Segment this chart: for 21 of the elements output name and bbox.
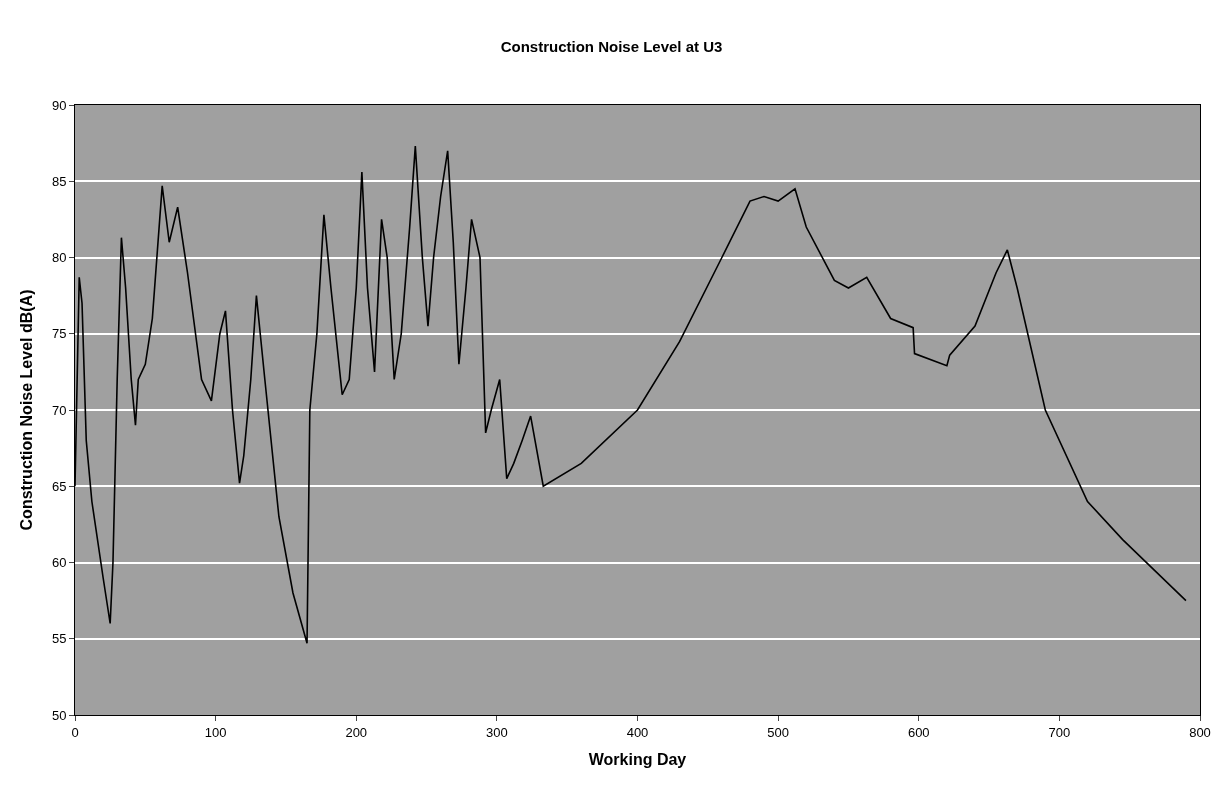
x-tick-label: 600 <box>907 724 930 740</box>
y-tick-label: 70 <box>51 402 67 418</box>
x-tick-label: 400 <box>626 724 649 740</box>
x-tick-label: 500 <box>767 724 789 740</box>
y-tick-label: 75 <box>51 326 67 342</box>
x-tick-label: 0 <box>71 724 79 740</box>
x-tick-label: 100 <box>204 724 227 740</box>
x-tick-label: 300 <box>486 724 508 740</box>
x-axis-title: Working Day <box>588 751 687 769</box>
chart-title: Construction Noise Level at U3 <box>500 38 723 56</box>
x-tick-label: 800 <box>1189 724 1211 740</box>
x-tick-label: 200 <box>345 724 368 740</box>
y-tick-label: 60 <box>51 555 67 571</box>
y-tick-label: 65 <box>51 478 67 494</box>
y-axis-title: Construction Noise Level dB(A) <box>17 289 35 531</box>
y-tick-label: 80 <box>51 250 67 266</box>
y-tick-label: 50 <box>51 707 67 723</box>
y-tick-label: 85 <box>51 173 67 189</box>
y-tick-label: 55 <box>51 631 67 647</box>
y-tick-label: 90 <box>51 97 67 113</box>
x-tick-label: 700 <box>1048 724 1071 740</box>
